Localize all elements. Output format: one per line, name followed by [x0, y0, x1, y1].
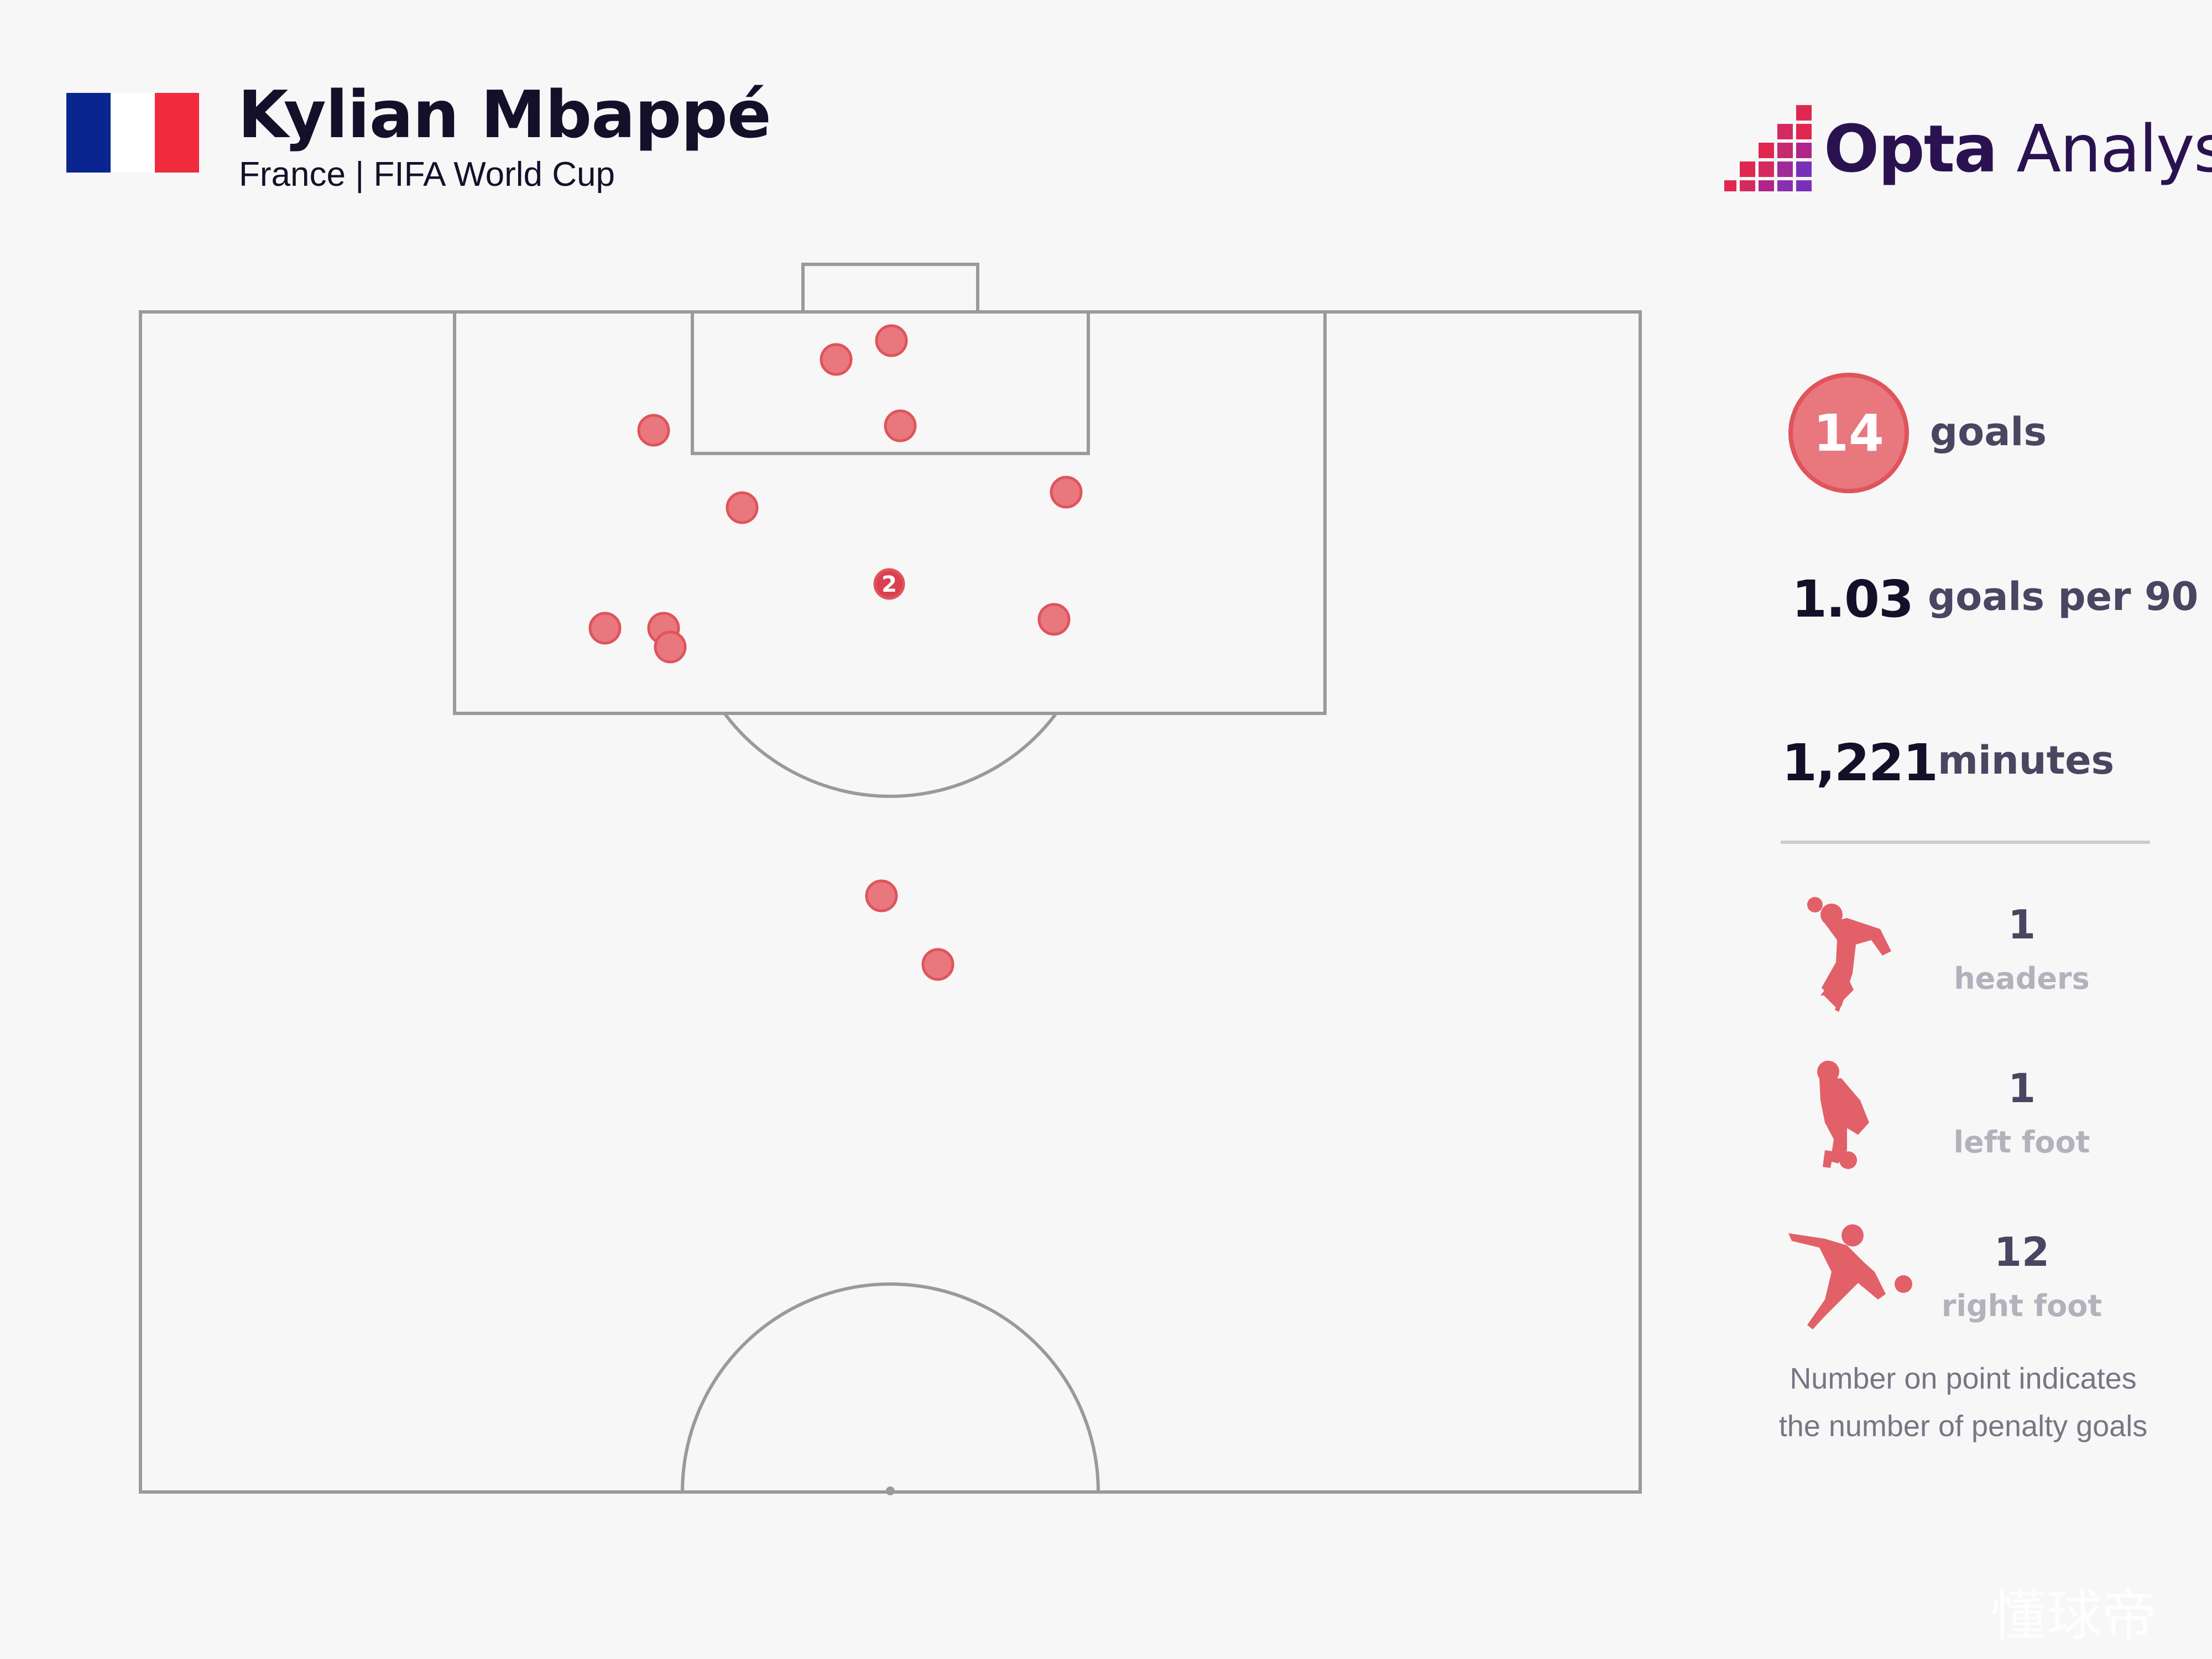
player-name: Kylian Mbappé [238, 76, 771, 153]
flag-stripe-white [111, 93, 155, 173]
minutes-label: minutes [1938, 738, 2115, 783]
left-foot-label: left foot [1953, 1125, 2090, 1160]
penalty-note-line-2: the number of penalty goals [1778, 1410, 2148, 1443]
goal-point [875, 324, 908, 357]
france-flag [66, 93, 199, 173]
opta-analyst-logo: Opta Analyst [1724, 105, 2212, 194]
goal-point [884, 409, 917, 442]
watermark: 懂球帝 [1991, 1583, 2157, 1648]
centre-spot [886, 1486, 895, 1495]
penalty-goal-point [873, 568, 905, 600]
logo-text-light: Analyst [2016, 111, 2212, 187]
goal-points: 2 [588, 324, 1083, 981]
headers-label: headers [1954, 961, 2090, 996]
goal-frame [801, 263, 979, 314]
centre-circle-half [681, 1282, 1100, 1493]
logo-text-bold: Opta [1824, 111, 1998, 187]
goals-label: goals [1930, 409, 2047, 455]
opta-mark-icon [1724, 105, 1812, 191]
right-foot-label: right foot [1941, 1288, 2103, 1323]
six-yard-box [691, 310, 1090, 455]
goal-point [1037, 603, 1071, 636]
left-foot-count: 1 [2007, 1065, 2036, 1112]
goal-point [921, 948, 954, 981]
per90-label: goals per 90 [1928, 574, 2199, 619]
goal-point [1050, 476, 1083, 509]
goal-point [820, 343, 853, 376]
minutes-value: 1,221 [1782, 733, 1938, 792]
flag-stripe-blue [66, 93, 111, 173]
flag-stripe-red [155, 93, 199, 173]
subtitle: France | FIFA World Cup [239, 155, 615, 194]
goal-point [865, 879, 898, 912]
penalty-arc [723, 712, 1058, 798]
penalty-note: Number on point indicates the number of … [1742, 1355, 2184, 1450]
penalty-goal-count: 2 [881, 572, 897, 597]
stats-divider [1781, 841, 2150, 844]
goals-count-badge: 14 [1788, 373, 1909, 493]
penalty-note-line-1: Number on point indicates [1790, 1362, 2137, 1395]
goal-point [726, 491, 759, 524]
per90-value: 1.03 [1792, 570, 1914, 629]
goal-point [654, 630, 687, 664]
right-foot-count: 12 [1994, 1229, 2050, 1275]
goals-count: 14 [1813, 403, 1885, 463]
headers-count: 1 [2007, 901, 2036, 948]
goal-point [588, 612, 622, 645]
goal-point [637, 414, 670, 447]
logo-text: Opta Analyst [1824, 111, 2212, 187]
penalty-area [453, 310, 1327, 715]
